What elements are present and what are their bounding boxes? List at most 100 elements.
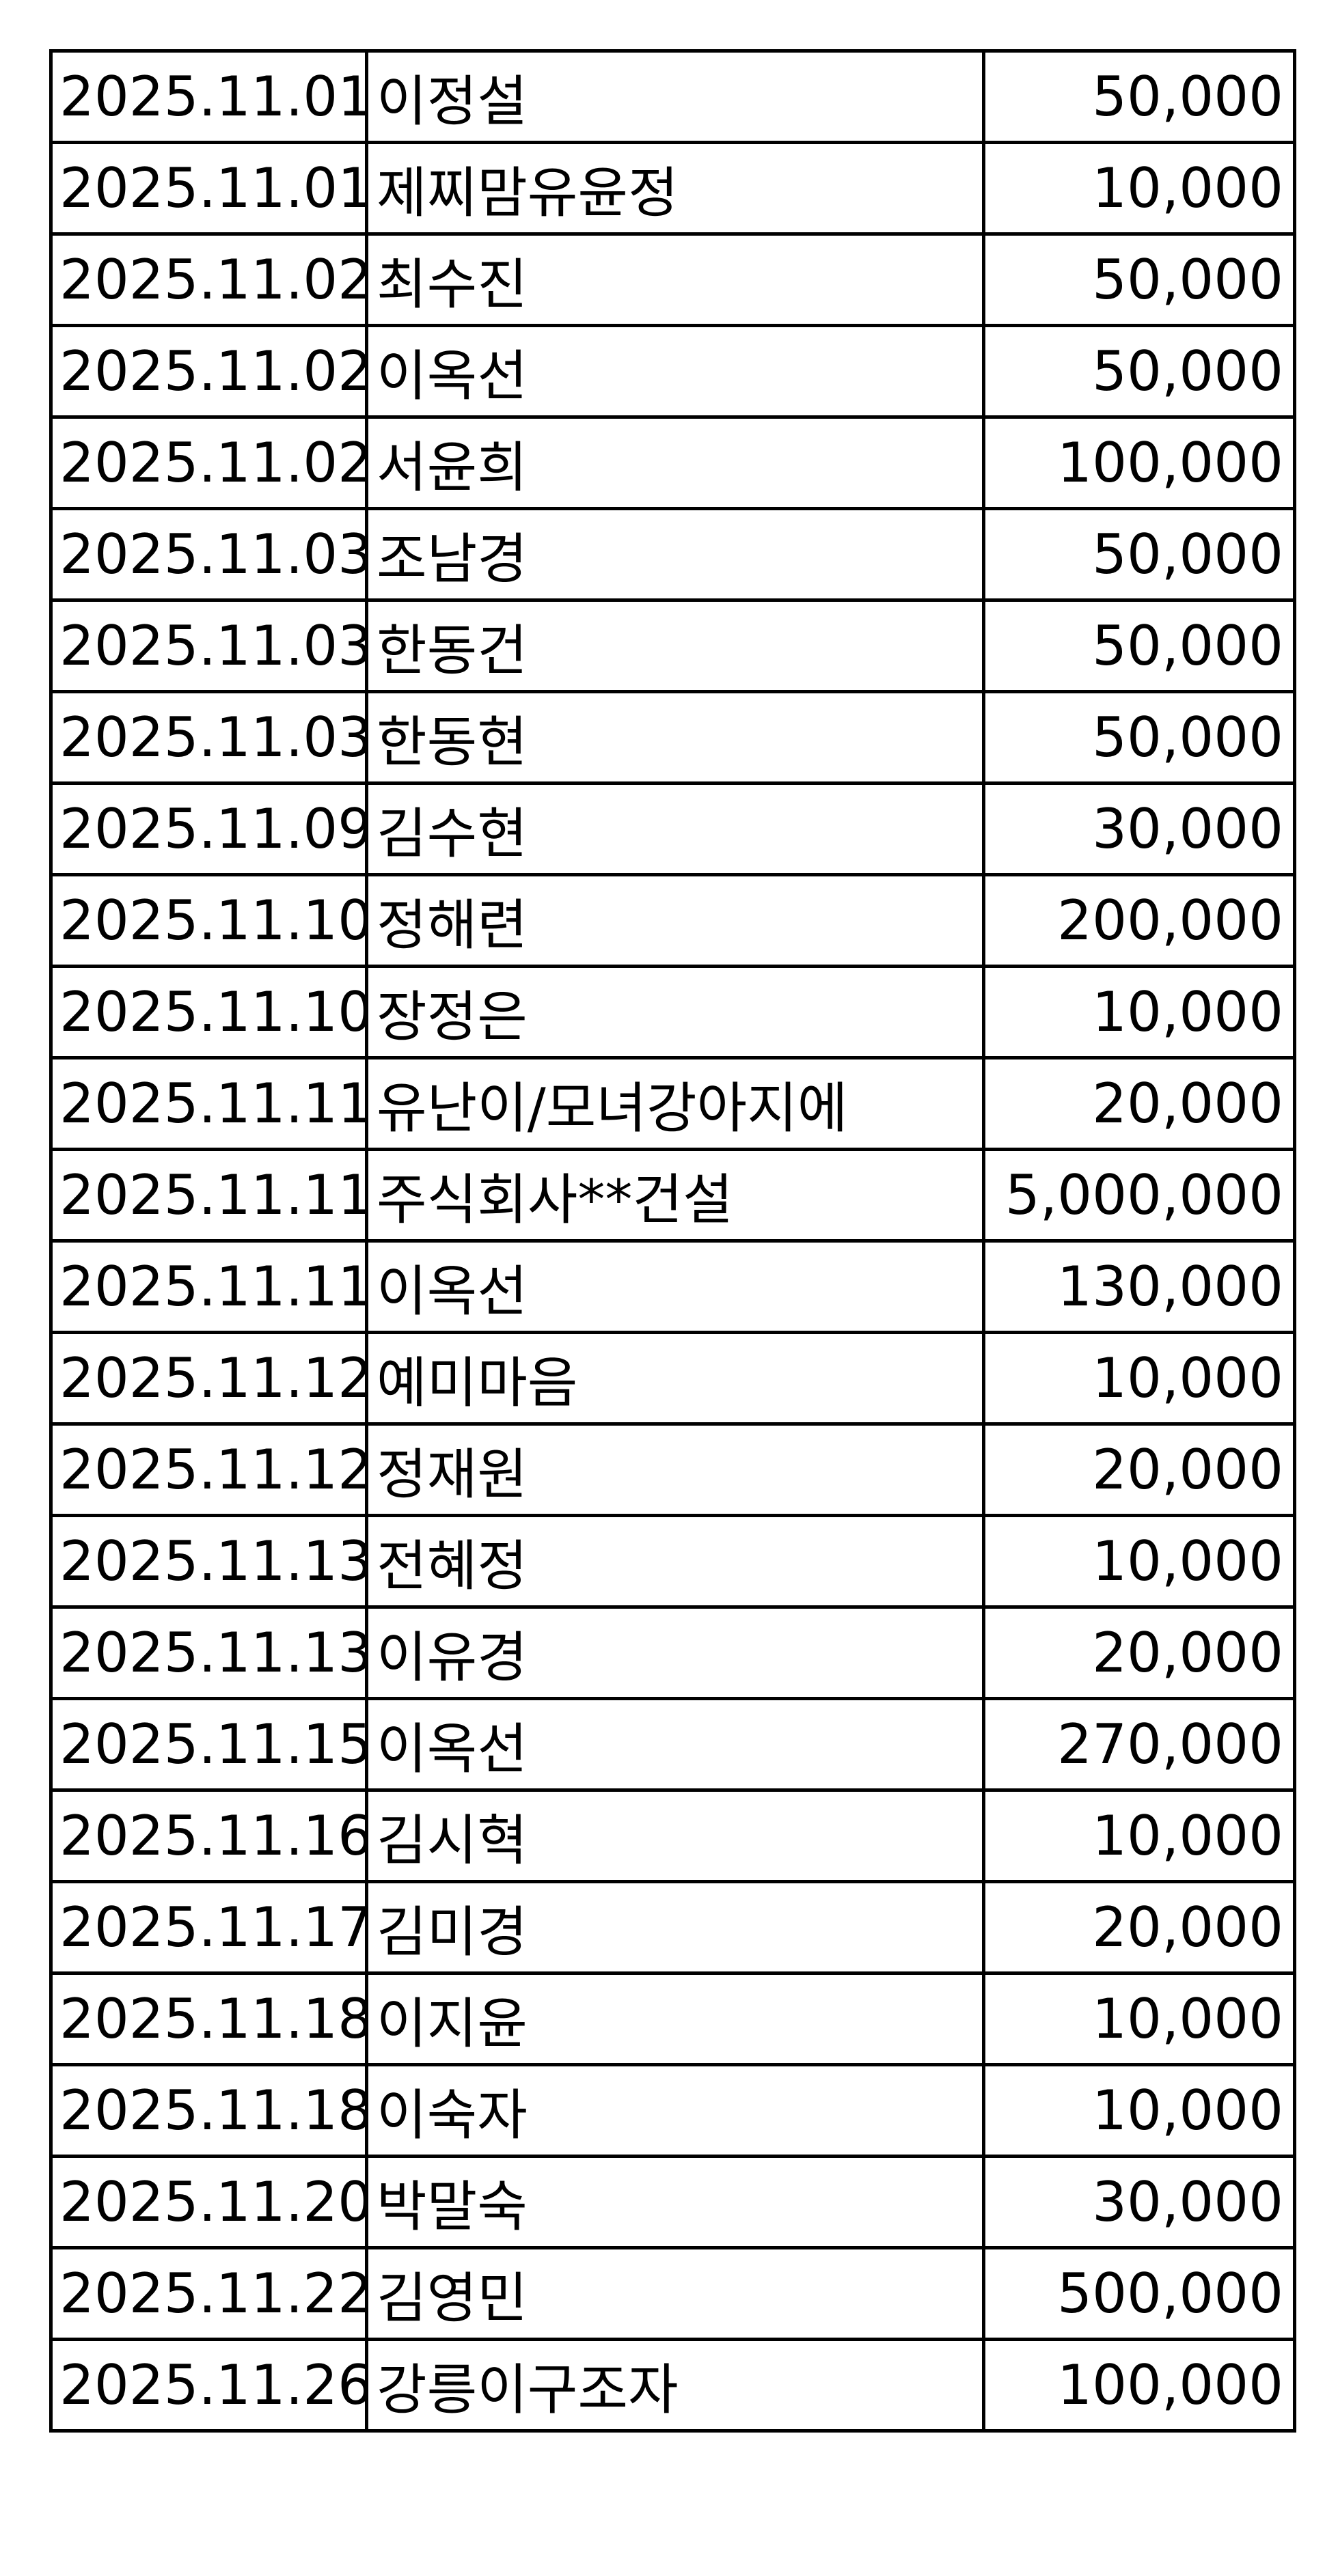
amount-cell: 10,000 <box>982 2063 1296 2158</box>
name-cell: 이옥선 <box>365 1239 985 1334</box>
name-cell: 이정설 <box>365 49 985 144</box>
name-cell: 김시혁 <box>365 1788 985 1883</box>
table-row: 2025.11.02 이옥선 50,000 <box>49 324 1296 419</box>
amount-cell: 50,000 <box>982 324 1296 419</box>
table-row: 2025.11.01 제찌맘유윤정 10,000 <box>49 141 1296 236</box>
date-cell: 2025.11.26 <box>49 2338 368 2433</box>
table-row: 2025.11.12 정재원 20,000 <box>49 1422 1296 1517</box>
table-row: 2025.11.02 최수진 50,000 <box>49 232 1296 327</box>
amount-cell: 50,000 <box>982 49 1296 144</box>
name-cell: 예미마음 <box>365 1331 985 1426</box>
name-cell: 한동건 <box>365 598 985 693</box>
table-row: 2025.11.12 예미마음 10,000 <box>49 1331 1296 1426</box>
name-cell: 전혜정 <box>365 1514 985 1609</box>
amount-cell: 10,000 <box>982 965 1296 1060</box>
table-row: 2025.11.03 한동현 50,000 <box>49 690 1296 785</box>
name-cell: 이숙자 <box>365 2063 985 2158</box>
amount-cell: 100,000 <box>982 415 1296 510</box>
date-cell: 2025.11.18 <box>49 1971 368 2066</box>
table-row: 2025.11.11 유난이/모녀강아지에 20,000 <box>49 1056 1296 1151</box>
amount-cell: 20,000 <box>982 1422 1296 1517</box>
date-cell: 2025.11.10 <box>49 965 368 1060</box>
amount-cell: 130,000 <box>982 1239 1296 1334</box>
table-row: 2025.11.26 강릉이구조자 100,000 <box>49 2338 1296 2433</box>
amount-cell: 10,000 <box>982 1971 1296 2066</box>
name-cell: 조남경 <box>365 507 985 602</box>
date-cell: 2025.11.02 <box>49 415 368 510</box>
table-row: 2025.11.02 서윤희 100,000 <box>49 415 1296 510</box>
name-cell: 장정은 <box>365 965 985 1060</box>
name-cell: 이옥선 <box>365 1697 985 1792</box>
name-cell: 제찌맘유윤정 <box>365 141 985 236</box>
table-row: 2025.11.18 이숙자 10,000 <box>49 2063 1296 2158</box>
amount-cell: 10,000 <box>982 141 1296 236</box>
amount-cell: 200,000 <box>982 873 1296 968</box>
date-cell: 2025.11.13 <box>49 1514 368 1609</box>
table-row: 2025.11.22 김영민 500,000 <box>49 2246 1296 2341</box>
name-cell: 박말숙 <box>365 2155 985 2249</box>
date-cell: 2025.11.11 <box>49 1056 368 1151</box>
table-row: 2025.11.11 이옥선 130,000 <box>49 1239 1296 1334</box>
table-row: 2025.11.03 조남경 50,000 <box>49 507 1296 602</box>
name-cell: 최수진 <box>365 232 985 327</box>
amount-cell: 50,000 <box>982 232 1296 327</box>
amount-cell: 50,000 <box>982 598 1296 693</box>
name-cell: 주식회사**건설 <box>365 1148 985 1243</box>
table-row: 2025.11.10 장정은 10,000 <box>49 965 1296 1060</box>
table-row: 2025.11.15 이옥선 270,000 <box>49 1697 1296 1792</box>
name-cell: 유난이/모녀강아지에 <box>365 1056 985 1151</box>
date-cell: 2025.11.15 <box>49 1697 368 1792</box>
amount-cell: 20,000 <box>982 1605 1296 1700</box>
amount-cell: 20,000 <box>982 1056 1296 1151</box>
name-cell: 강릉이구조자 <box>365 2338 985 2433</box>
date-cell: 2025.11.16 <box>49 1788 368 1883</box>
table-row: 2025.11.17 김미경 20,000 <box>49 1880 1296 1975</box>
date-cell: 2025.11.13 <box>49 1605 368 1700</box>
date-cell: 2025.11.03 <box>49 507 368 602</box>
name-cell: 김미경 <box>365 1880 985 1975</box>
date-cell: 2025.11.01 <box>49 141 368 236</box>
date-cell: 2025.11.12 <box>49 1331 368 1426</box>
table-row: 2025.11.11 주식회사**건설 5,000,000 <box>49 1148 1296 1243</box>
date-cell: 2025.11.17 <box>49 1880 368 1975</box>
name-cell: 김영민 <box>365 2246 985 2341</box>
name-cell: 한동현 <box>365 690 985 785</box>
date-cell: 2025.11.02 <box>49 324 368 419</box>
table-row: 2025.11.20 박말숙 30,000 <box>49 2155 1296 2249</box>
date-cell: 2025.11.09 <box>49 781 368 876</box>
amount-cell: 30,000 <box>982 2155 1296 2249</box>
date-cell: 2025.11.22 <box>49 2246 368 2341</box>
date-cell: 2025.11.03 <box>49 690 368 785</box>
table-row: 2025.11.13 이유경 20,000 <box>49 1605 1296 1700</box>
table-row: 2025.11.09 김수현 30,000 <box>49 781 1296 876</box>
table-row: 2025.11.16 김시혁 10,000 <box>49 1788 1296 1883</box>
amount-cell: 50,000 <box>982 507 1296 602</box>
date-cell: 2025.11.10 <box>49 873 368 968</box>
date-cell: 2025.11.11 <box>49 1239 368 1334</box>
date-cell: 2025.11.01 <box>49 49 368 144</box>
amount-cell: 30,000 <box>982 781 1296 876</box>
amount-cell: 5,000,000 <box>982 1148 1296 1243</box>
date-cell: 2025.11.11 <box>49 1148 368 1243</box>
name-cell: 이지윤 <box>365 1971 985 2066</box>
name-cell: 정해련 <box>365 873 985 968</box>
amount-cell: 10,000 <box>982 1514 1296 1609</box>
table-row: 2025.11.03 한동건 50,000 <box>49 598 1296 693</box>
name-cell: 서윤희 <box>365 415 985 510</box>
donation-table: 2025.11.01 이정설 50,000 2025.11.01 제찌맘유윤정 10,00… <box>49 49 1296 2433</box>
date-cell: 2025.11.20 <box>49 2155 368 2249</box>
date-cell: 2025.11.03 <box>49 598 368 693</box>
table-row: 2025.11.10 정해련 200,000 <box>49 873 1296 968</box>
table-row: 2025.11.13 전혜정 10,000 <box>49 1514 1296 1609</box>
amount-cell: 50,000 <box>982 690 1296 785</box>
amount-cell: 100,000 <box>982 2338 1296 2433</box>
table-row: 2025.11.18 이지윤 10,000 <box>49 1971 1296 2066</box>
amount-cell: 500,000 <box>982 2246 1296 2341</box>
date-cell: 2025.11.12 <box>49 1422 368 1517</box>
name-cell: 이옥선 <box>365 324 985 419</box>
date-cell: 2025.11.02 <box>49 232 368 327</box>
amount-cell: 270,000 <box>982 1697 1296 1792</box>
name-cell: 이유경 <box>365 1605 985 1700</box>
date-cell: 2025.11.18 <box>49 2063 368 2158</box>
amount-cell: 10,000 <box>982 1331 1296 1426</box>
